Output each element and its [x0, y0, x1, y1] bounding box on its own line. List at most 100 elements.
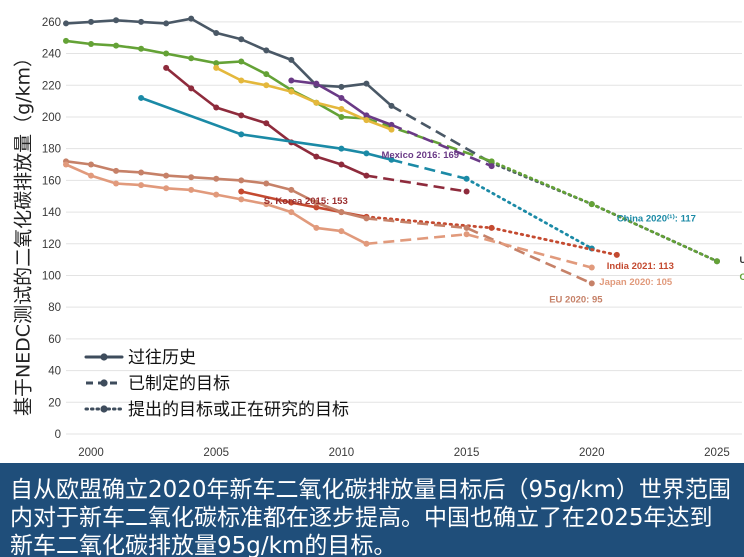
- japan-point: [288, 209, 295, 216]
- legend-marker: [100, 353, 108, 361]
- legend-marker: [100, 379, 108, 387]
- mexico-point: [288, 77, 295, 84]
- japan-point: [463, 231, 470, 238]
- japan-point: [63, 161, 69, 168]
- eu-point: [313, 199, 320, 206]
- us-point: [338, 83, 345, 90]
- japan-point: [113, 180, 120, 187]
- us-point: [263, 47, 270, 54]
- india-point: [238, 188, 245, 195]
- x-tick-label: 2025: [704, 447, 730, 459]
- s-korea-target-line: [366, 174, 467, 193]
- us-point: [363, 80, 370, 87]
- y-tick-label: 240: [42, 49, 61, 61]
- s-korea-point: [263, 120, 270, 127]
- eu-point: [463, 224, 470, 231]
- japan-point: [213, 191, 220, 198]
- legend-marker: [100, 405, 108, 413]
- india-point: [488, 224, 495, 231]
- eu-point: [163, 172, 170, 179]
- x-tick-label: 2005: [203, 447, 229, 459]
- yellow-point: [313, 99, 320, 106]
- mexico-point: [363, 112, 370, 119]
- s-korea-point: [188, 85, 195, 92]
- x-tick-label: 2010: [329, 447, 355, 459]
- canada-point: [113, 42, 120, 49]
- us-point: [63, 20, 69, 27]
- canada-point: [213, 60, 220, 67]
- us-data-label: US 2025⁽²⁾:109: [739, 255, 744, 266]
- y-tick-label: 220: [42, 80, 61, 92]
- china-point: [138, 94, 145, 101]
- eu-point: [113, 167, 120, 174]
- x-tick-label: 2015: [454, 447, 480, 459]
- s-korea-point: [313, 153, 320, 160]
- japan-point: [238, 196, 245, 203]
- x-axis: 2000 2005 2010 2015 2020 2025: [78, 447, 730, 459]
- yellow-point: [338, 106, 345, 113]
- india-point: [613, 251, 620, 258]
- china-point: [363, 150, 370, 157]
- japan-point: [88, 172, 95, 179]
- y-tick-label: 180: [42, 144, 61, 156]
- mexico-point: [313, 80, 320, 87]
- japan-target-line: [366, 233, 593, 269]
- mexico-target-line: [391, 123, 493, 168]
- china-point: [238, 131, 245, 138]
- us-point: [113, 17, 120, 24]
- japan-data-label: Japan 2020: 105: [599, 277, 673, 288]
- china-target-line: [391, 158, 467, 181]
- eu-point: [288, 186, 295, 193]
- us-target-line: [390, 104, 493, 165]
- s-korea-point: [338, 161, 345, 168]
- canada-point: [713, 258, 720, 265]
- grid-lines: [66, 21, 742, 435]
- y-axis-title: 基于NEDC测试的二氧化碳排放量（g/km）: [13, 48, 35, 416]
- canada-point: [188, 55, 195, 62]
- eu-point: [588, 280, 595, 287]
- china-data-label: China 2020⁽¹⁾: 117: [617, 214, 696, 225]
- canada-point: [163, 50, 170, 57]
- japan-point: [188, 186, 195, 193]
- x-tick-label: 2020: [579, 447, 605, 459]
- canada-point: [588, 201, 595, 208]
- y-axis: 0 20 40 60 80 100 120 140 160 180 200 220 240 260: [42, 17, 61, 441]
- legend-label-dotted: 提出的目标或正在研究的目标: [128, 400, 349, 420]
- y-tick-label: 20: [48, 397, 61, 409]
- eu-target-line: [366, 217, 593, 285]
- s-korea-point: [238, 112, 245, 119]
- china-point: [338, 145, 345, 152]
- canada-point: [238, 58, 245, 65]
- japan-point: [588, 264, 595, 271]
- s-korea-point: [463, 188, 470, 195]
- eu-data-label: EU 2020: 95: [549, 294, 603, 305]
- eu-history-line: [64, 160, 368, 220]
- us-point: [238, 36, 245, 43]
- eu-point: [338, 209, 345, 216]
- y-tick-label: 40: [48, 366, 61, 378]
- legend-label-solid: 过往历史: [128, 348, 196, 368]
- canada-point: [63, 37, 69, 44]
- y-tick-label: 120: [42, 239, 61, 251]
- china-proposed-line: [465, 177, 594, 250]
- y-tick-label: 80: [48, 302, 61, 314]
- japan-point: [313, 224, 320, 231]
- y-tick-label: 60: [48, 334, 61, 346]
- canada-point: [338, 113, 345, 120]
- yellow-point: [363, 117, 370, 124]
- us-point: [163, 20, 170, 27]
- eu-point: [263, 180, 270, 187]
- caption-bar: 自从欧盟确立2020年新车二氧化碳排放量目标后（95g/km）世界范围内对于新车…: [0, 463, 744, 557]
- mexico-point: [488, 163, 495, 170]
- canada-data-label: Canada 2025: 109: [739, 272, 744, 283]
- y-tick-label: 100: [42, 270, 61, 282]
- japan-point: [338, 228, 345, 235]
- y-tick-label: 0: [55, 429, 61, 441]
- us-point: [138, 18, 145, 25]
- india-data-label: India 2021: 113: [607, 261, 674, 272]
- mexico-point: [338, 94, 345, 101]
- eu-point: [138, 169, 145, 176]
- y-tick-label: 160: [42, 175, 61, 187]
- s-korea-point: [163, 64, 170, 71]
